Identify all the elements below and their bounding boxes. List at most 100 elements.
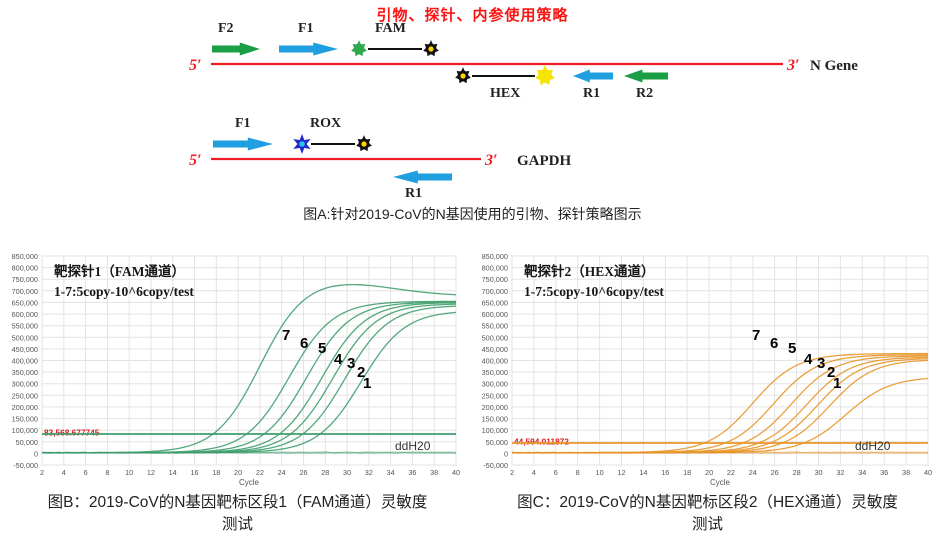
svg-text:550,000: 550,000 bbox=[482, 322, 508, 331]
svg-text:400,000: 400,000 bbox=[12, 357, 38, 366]
svg-text:30: 30 bbox=[343, 468, 351, 477]
svg-text:34: 34 bbox=[387, 468, 395, 477]
svg-text:靶探针1（FAM通道）: 靶探针1（FAM通道） bbox=[54, 263, 185, 279]
svg-text:ddH20: ddH20 bbox=[395, 439, 431, 453]
svg-text:44,594.011872: 44,594.011872 bbox=[514, 437, 569, 447]
svg-text:ddH20: ddH20 bbox=[855, 439, 891, 453]
svg-text:2: 2 bbox=[40, 468, 44, 477]
svg-text:750,000: 750,000 bbox=[482, 275, 508, 284]
svg-text:2: 2 bbox=[510, 468, 514, 477]
svg-text:36: 36 bbox=[880, 468, 888, 477]
svg-text:24: 24 bbox=[749, 468, 757, 477]
svg-text:20: 20 bbox=[705, 468, 713, 477]
svg-text:1: 1 bbox=[363, 375, 371, 392]
svg-text:40: 40 bbox=[924, 468, 932, 477]
svg-text:6: 6 bbox=[770, 335, 778, 352]
svg-text:650,000: 650,000 bbox=[12, 298, 38, 307]
svg-text:Cycle: Cycle bbox=[710, 478, 731, 487]
svg-text:20: 20 bbox=[234, 468, 242, 477]
svg-text:4: 4 bbox=[334, 351, 343, 368]
svg-text:500,000: 500,000 bbox=[12, 333, 38, 342]
svg-text:6: 6 bbox=[554, 468, 558, 477]
svg-text:0: 0 bbox=[34, 449, 38, 458]
svg-text:3: 3 bbox=[817, 355, 825, 372]
svg-text:14: 14 bbox=[639, 468, 647, 477]
svg-text:5: 5 bbox=[788, 340, 796, 357]
svg-text:3: 3 bbox=[347, 355, 355, 372]
svg-text:600,000: 600,000 bbox=[12, 310, 38, 319]
svg-text:36: 36 bbox=[408, 468, 416, 477]
svg-text:300,000: 300,000 bbox=[12, 380, 38, 389]
svg-text:32: 32 bbox=[836, 468, 844, 477]
svg-text:400,000: 400,000 bbox=[482, 357, 508, 366]
svg-text:300,000: 300,000 bbox=[482, 380, 508, 389]
svg-text:8: 8 bbox=[576, 468, 580, 477]
svg-text:16: 16 bbox=[661, 468, 669, 477]
svg-text:1-7:5copy-10^6copy/test: 1-7:5copy-10^6copy/test bbox=[524, 284, 664, 299]
svg-text:34: 34 bbox=[858, 468, 866, 477]
svg-text:22: 22 bbox=[727, 468, 735, 477]
svg-text:700,000: 700,000 bbox=[12, 287, 38, 296]
svg-text:50,000: 50,000 bbox=[486, 438, 508, 447]
svg-text:12: 12 bbox=[617, 468, 625, 477]
svg-text:250,000: 250,000 bbox=[12, 391, 38, 400]
svg-text:4: 4 bbox=[532, 468, 536, 477]
svg-text:350,000: 350,000 bbox=[12, 368, 38, 377]
svg-text:50,000: 50,000 bbox=[16, 438, 38, 447]
svg-text:40: 40 bbox=[452, 468, 460, 477]
svg-text:10: 10 bbox=[596, 468, 604, 477]
svg-text:10: 10 bbox=[125, 468, 133, 477]
svg-text:18: 18 bbox=[683, 468, 691, 477]
svg-text:38: 38 bbox=[902, 468, 910, 477]
svg-text:800,000: 800,000 bbox=[482, 264, 508, 273]
svg-text:32: 32 bbox=[365, 468, 373, 477]
svg-text:24: 24 bbox=[278, 468, 286, 477]
svg-text:200,000: 200,000 bbox=[12, 403, 38, 412]
svg-text:100,000: 100,000 bbox=[482, 426, 508, 435]
svg-text:450,000: 450,000 bbox=[12, 345, 38, 354]
svg-text:800,000: 800,000 bbox=[12, 264, 38, 273]
svg-text:38: 38 bbox=[430, 468, 438, 477]
svg-text:350,000: 350,000 bbox=[482, 368, 508, 377]
svg-text:30: 30 bbox=[814, 468, 822, 477]
svg-text:-50,000: -50,000 bbox=[13, 461, 38, 470]
svg-text:150,000: 150,000 bbox=[12, 415, 38, 424]
svg-text:18: 18 bbox=[212, 468, 220, 477]
svg-text:850,000: 850,000 bbox=[482, 252, 508, 261]
svg-text:12: 12 bbox=[147, 468, 155, 477]
svg-text:250,000: 250,000 bbox=[482, 391, 508, 400]
svg-text:7: 7 bbox=[752, 327, 760, 344]
svg-text:14: 14 bbox=[169, 468, 177, 477]
svg-text:26: 26 bbox=[771, 468, 779, 477]
svg-text:7: 7 bbox=[282, 327, 290, 344]
svg-text:700,000: 700,000 bbox=[482, 287, 508, 296]
svg-text:22: 22 bbox=[256, 468, 264, 477]
svg-text:200,000: 200,000 bbox=[482, 403, 508, 412]
svg-text:1: 1 bbox=[833, 375, 841, 392]
svg-text:600,000: 600,000 bbox=[482, 310, 508, 319]
svg-text:0: 0 bbox=[504, 449, 508, 458]
svg-text:6: 6 bbox=[84, 468, 88, 477]
svg-text:150,000: 150,000 bbox=[482, 415, 508, 424]
svg-text:8: 8 bbox=[105, 468, 109, 477]
svg-text:83,568.677745: 83,568.677745 bbox=[44, 428, 100, 438]
svg-text:450,000: 450,000 bbox=[482, 345, 508, 354]
svg-text:650,000: 650,000 bbox=[482, 298, 508, 307]
svg-text:-50,000: -50,000 bbox=[483, 461, 508, 470]
svg-text:Cycle: Cycle bbox=[239, 478, 260, 487]
svg-text:100,000: 100,000 bbox=[12, 426, 38, 435]
svg-text:500,000: 500,000 bbox=[482, 333, 508, 342]
svg-text:6: 6 bbox=[300, 335, 308, 352]
svg-text:28: 28 bbox=[793, 468, 801, 477]
svg-text:850,000: 850,000 bbox=[12, 252, 38, 261]
svg-text:4: 4 bbox=[62, 468, 66, 477]
svg-text:750,000: 750,000 bbox=[12, 275, 38, 284]
svg-text:550,000: 550,000 bbox=[12, 322, 38, 331]
svg-text:16: 16 bbox=[190, 468, 198, 477]
svg-text:1-7:5copy-10^6copy/test: 1-7:5copy-10^6copy/test bbox=[54, 284, 194, 299]
svg-text:5: 5 bbox=[318, 340, 326, 357]
svg-text:28: 28 bbox=[321, 468, 329, 477]
svg-text:靶探针2（HEX通道）: 靶探针2（HEX通道） bbox=[524, 263, 655, 279]
svg-text:4: 4 bbox=[804, 351, 813, 368]
svg-text:26: 26 bbox=[299, 468, 307, 477]
